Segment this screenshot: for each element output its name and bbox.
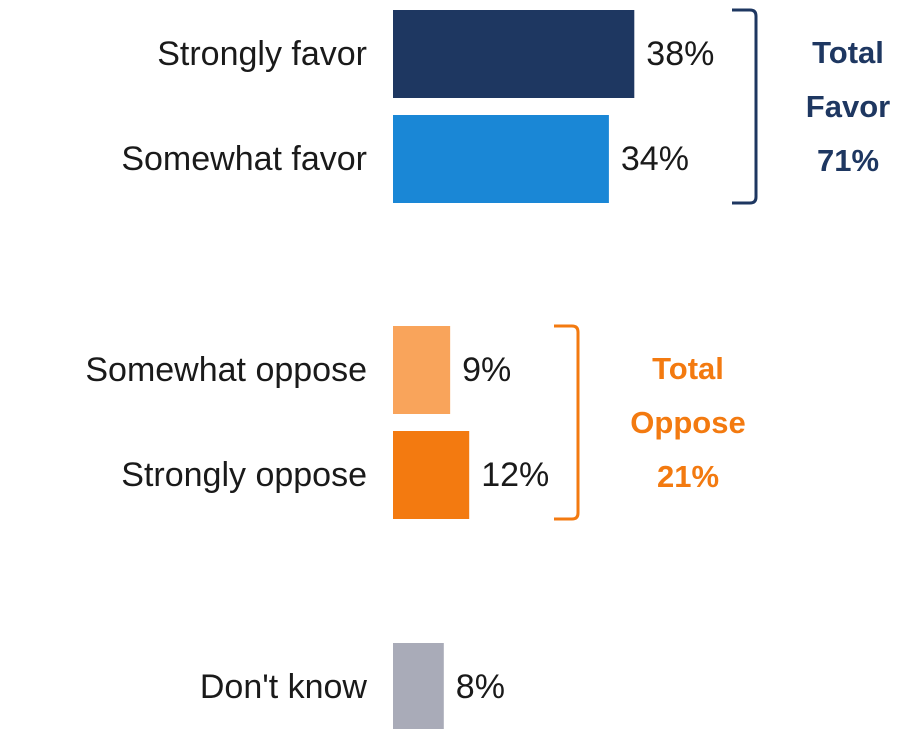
value-label: 12% (481, 456, 549, 494)
category-label: Somewhat favor (121, 140, 367, 178)
bar (393, 643, 444, 729)
group-total-label: Oppose (630, 405, 745, 440)
group-total-label: Total (812, 35, 884, 70)
value-label: 9% (462, 351, 511, 389)
group-total-label: Total (652, 351, 724, 386)
category-label: Strongly oppose (121, 456, 367, 494)
value-label: 8% (456, 668, 505, 706)
value-label: 34% (621, 140, 689, 178)
bar (393, 431, 470, 519)
group-bracket (554, 324, 580, 521)
group-total-label: 21% (657, 459, 719, 494)
group-total-label: 71% (817, 143, 879, 178)
category-label: Don't know (200, 668, 368, 706)
group-bracket (732, 8, 758, 205)
bar (393, 115, 609, 203)
category-label: Somewhat oppose (85, 351, 367, 389)
value-label: 38% (646, 35, 714, 73)
group-total-label: Favor (806, 89, 890, 124)
bar (393, 326, 451, 414)
bar (393, 10, 635, 98)
category-label: Strongly favor (157, 35, 367, 73)
